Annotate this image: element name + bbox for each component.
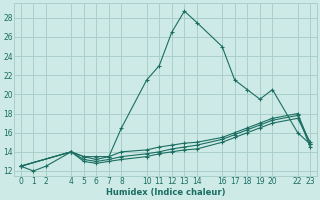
X-axis label: Humidex (Indice chaleur): Humidex (Indice chaleur) — [106, 188, 225, 197]
